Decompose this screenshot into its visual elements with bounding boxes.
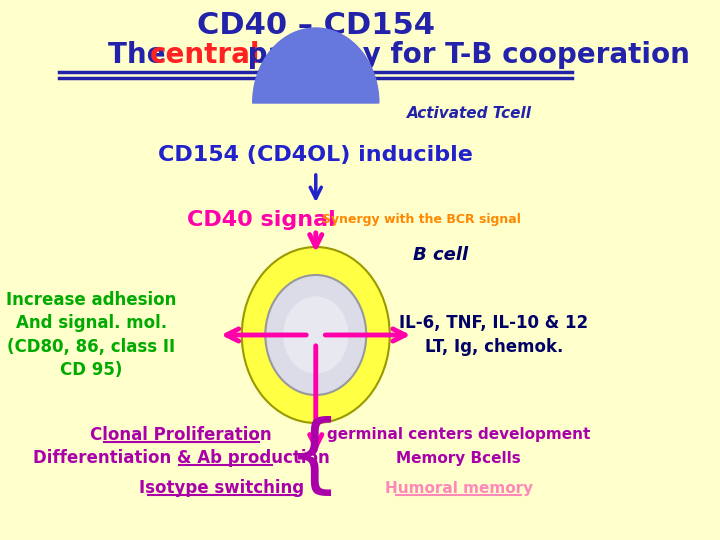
Text: Isotype switching: Isotype switching — [139, 479, 304, 497]
Text: CD40 – CD154: CD40 – CD154 — [197, 11, 435, 40]
Text: Differentiation & Ab production: Differentiation & Ab production — [33, 449, 330, 467]
Text: B cell: B cell — [413, 246, 468, 264]
Text: CD40 signal: CD40 signal — [186, 210, 336, 230]
Text: germinal centers development: germinal centers development — [327, 428, 590, 442]
Text: Activated Tcell: Activated Tcell — [407, 105, 531, 120]
Text: The: The — [108, 41, 175, 69]
Text: Synergy with the BCR signal: Synergy with the BCR signal — [323, 213, 521, 226]
Text: CD154 (CD4OL) inducible: CD154 (CD4OL) inducible — [158, 145, 473, 165]
Text: central: central — [149, 41, 260, 69]
Polygon shape — [253, 28, 379, 103]
Circle shape — [242, 247, 390, 423]
Text: Clonal Proliferation: Clonal Proliferation — [91, 426, 272, 444]
Text: pathway for T-B cooperation: pathway for T-B cooperation — [238, 41, 690, 69]
Circle shape — [284, 297, 348, 373]
Circle shape — [266, 275, 366, 395]
Text: Humoral memory: Humoral memory — [384, 481, 533, 496]
Text: Memory Bcells: Memory Bcells — [396, 450, 521, 465]
Text: {: { — [287, 416, 341, 500]
Text: Increase adhesion
And signal. mol.
(CD80, 86, class II
CD 95): Increase adhesion And signal. mol. (CD80… — [6, 291, 176, 380]
Text: IL-6, TNF, IL-10 & 12
LT, Ig, chemok.: IL-6, TNF, IL-10 & 12 LT, Ig, chemok. — [400, 314, 588, 356]
